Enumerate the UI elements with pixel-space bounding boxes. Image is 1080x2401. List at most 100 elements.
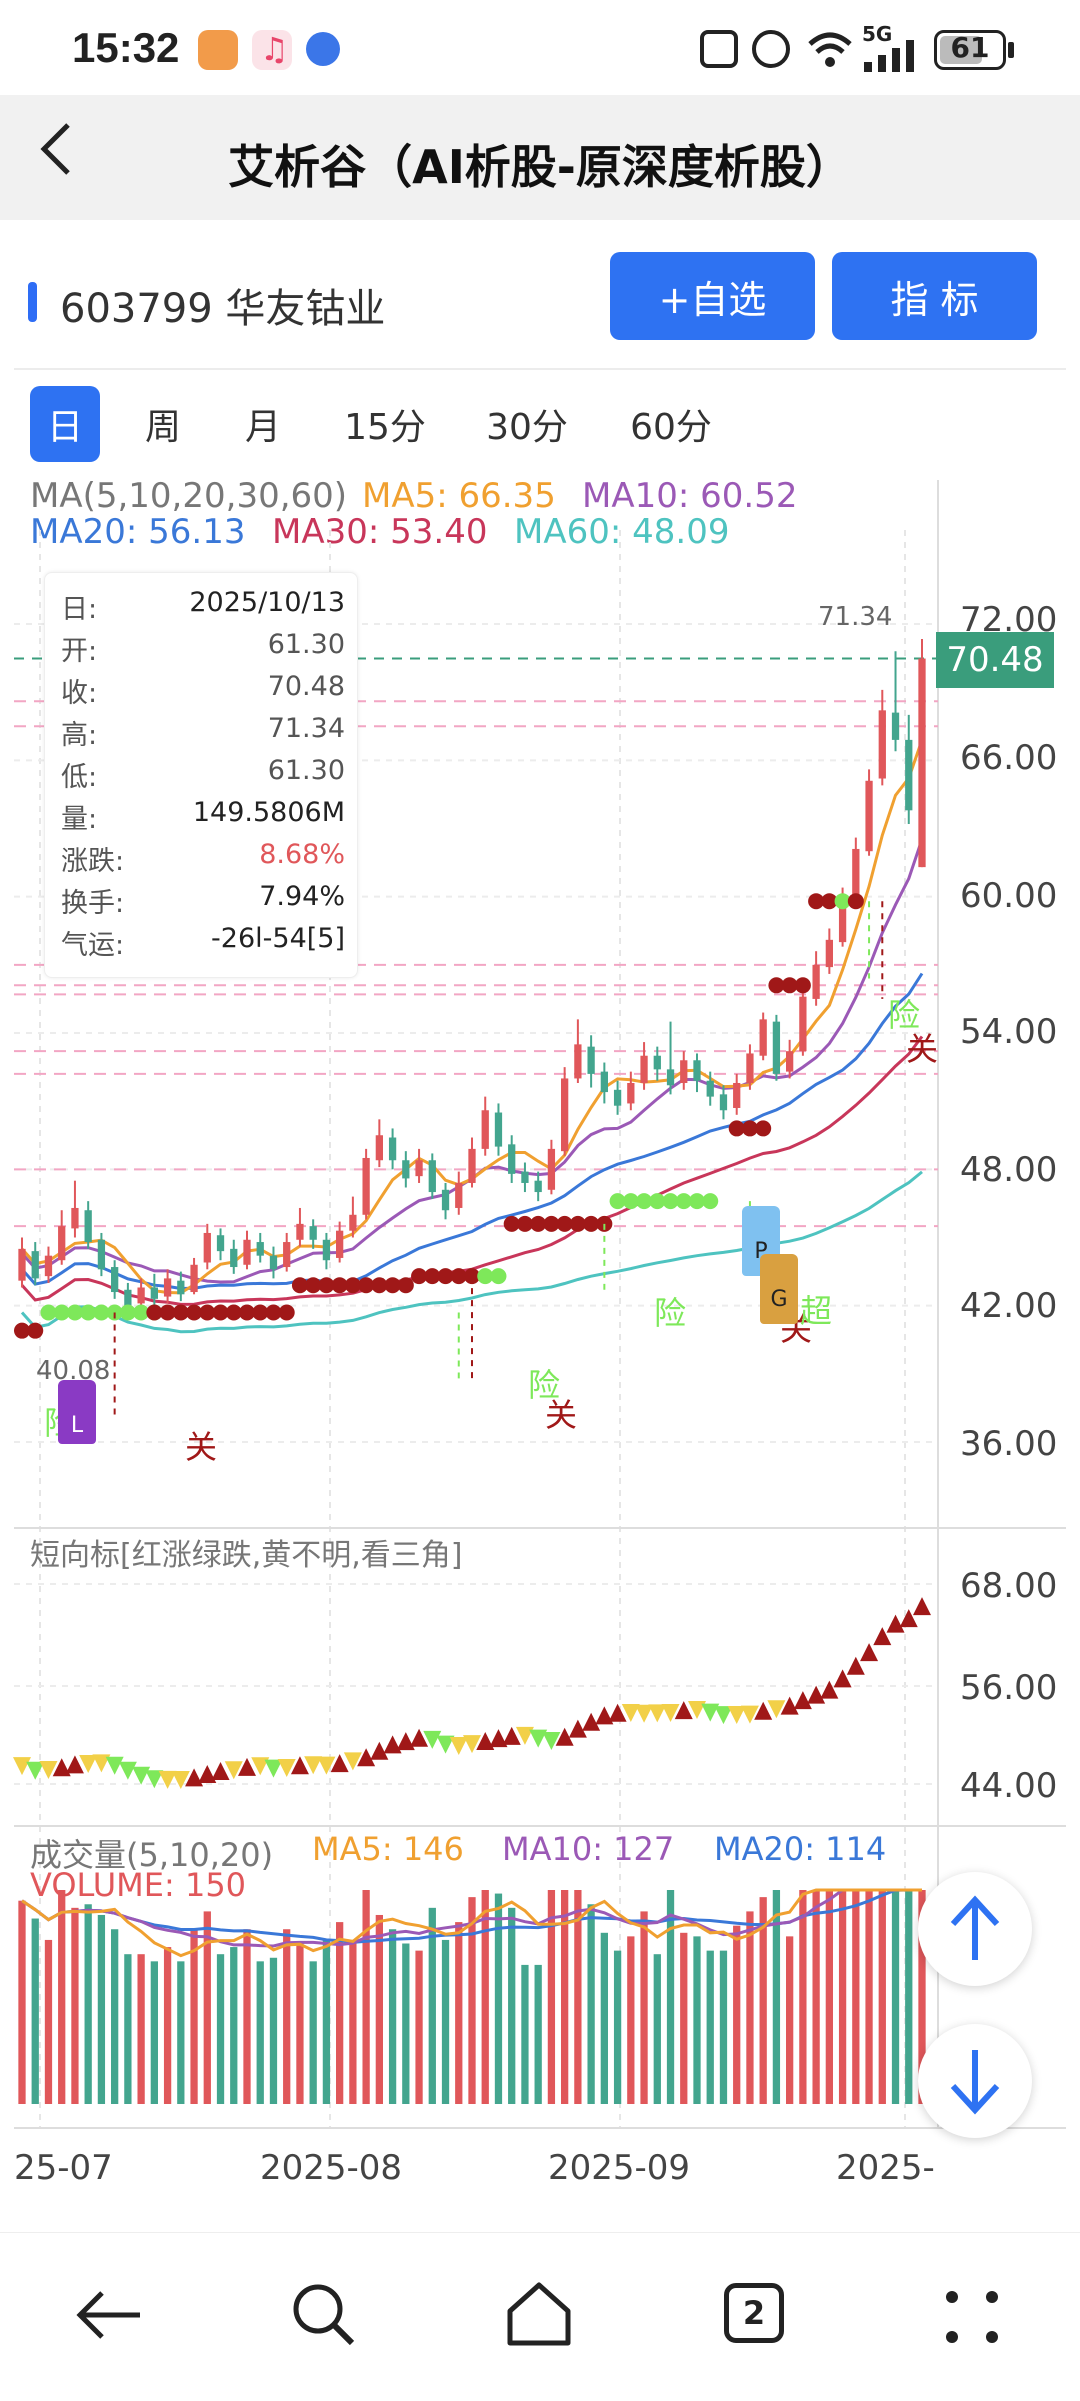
short-triangle	[555, 1727, 574, 1746]
volume-bar	[891, 1890, 900, 2104]
arrow-down-icon	[950, 2050, 1000, 2115]
volume-bar	[230, 1947, 238, 2104]
scroll-up-button[interactable]	[918, 1872, 1032, 1986]
sell-dot	[265, 1304, 282, 1321]
sell-dot	[781, 977, 798, 994]
candle-body	[878, 710, 886, 779]
signal-chao: 超	[800, 1292, 833, 1330]
candle-body	[124, 1289, 132, 1306]
add-watchlist-button[interactable]: +自选	[610, 252, 815, 340]
volume-bar	[706, 1950, 714, 2104]
tab-60min[interactable]: 60分	[630, 407, 712, 448]
volume-bar	[508, 1907, 516, 2104]
candle-body	[865, 780, 873, 852]
kline-chart[interactable]	[0, 470, 1080, 2200]
sell-dot	[384, 1277, 401, 1294]
home-icon[interactable]	[504, 2279, 574, 2349]
short-triangle	[886, 1614, 905, 1633]
short-triangle	[502, 1726, 521, 1745]
candle-body	[44, 1255, 53, 1277]
status-bar: 15:32 ♫ 5G 61	[0, 0, 1080, 95]
candle-body	[786, 1051, 794, 1072]
price-tick-66: 66.00	[960, 738, 1058, 778]
candle-body	[296, 1223, 304, 1240]
tab-week[interactable]: 周	[144, 407, 181, 448]
price-tick-60: 60.00	[960, 876, 1058, 916]
search-icon[interactable]	[290, 2281, 356, 2347]
back-button[interactable]	[36, 117, 76, 197]
short-triangle	[780, 1696, 799, 1715]
candle-body	[441, 1189, 450, 1211]
volume-bar	[97, 1914, 106, 2104]
short-triangle	[476, 1732, 495, 1750]
stock-accent-bar	[28, 282, 37, 322]
sell-dot	[516, 1215, 533, 1232]
ma60-legend: MA60: 48.09	[514, 512, 730, 552]
short-triangle	[807, 1685, 826, 1704]
volume-bar	[309, 1961, 317, 2104]
short-triangle	[132, 1766, 151, 1785]
short-triangle	[396, 1732, 415, 1751]
tab-30min[interactable]: 30分	[486, 407, 568, 448]
candle-body	[71, 1207, 79, 1229]
tabs-count-button[interactable]: 2	[724, 2283, 784, 2343]
candle-body	[256, 1242, 264, 1256]
current-price-tag: 70.48	[936, 632, 1054, 688]
candle-body	[58, 1226, 66, 1261]
sell-dot	[212, 1304, 229, 1321]
short-triangle	[39, 1760, 58, 1779]
candle-body	[733, 1082, 741, 1108]
volume-bar	[666, 1890, 675, 2104]
volume-bar	[375, 1914, 383, 2104]
info-row-turnover: 换手: 7.94%	[61, 881, 345, 919]
risk-dot	[662, 1193, 679, 1210]
sell-dot	[755, 1120, 772, 1137]
short-triangle	[449, 1737, 468, 1755]
volume-bar	[243, 1929, 251, 2104]
short-triangle	[290, 1756, 309, 1775]
short-triangle	[224, 1761, 243, 1780]
x-label-aug: 2025-08	[260, 2148, 403, 2188]
volume-bar	[362, 1890, 370, 2104]
short-triangle	[13, 1757, 31, 1776]
candle-body	[521, 1171, 529, 1183]
short-triangle	[383, 1735, 402, 1754]
candle-body	[547, 1148, 556, 1190]
short-triangle	[688, 1701, 706, 1719]
tab-15min[interactable]: 15分	[344, 407, 426, 448]
sell-dot	[239, 1304, 255, 1321]
browser-icon	[304, 30, 344, 70]
sell-dot	[318, 1277, 335, 1294]
short-triangle	[515, 1726, 534, 1745]
candle-body	[825, 939, 833, 968]
volume-bar	[58, 1890, 66, 2104]
chevron-left-icon	[40, 123, 70, 175]
short-triangle	[701, 1703, 720, 1722]
battery-level: 61	[950, 31, 990, 64]
marker-G[interactable]: G	[760, 1254, 798, 1324]
indicator-button[interactable]: 指 标	[832, 252, 1037, 340]
sell-dot	[344, 1277, 361, 1294]
short-triangle	[661, 1704, 680, 1722]
menu-dots-icon[interactable]	[944, 2289, 1000, 2345]
short-triangle	[410, 1728, 429, 1747]
ma10-legend: MA10: 60.52	[582, 476, 798, 516]
short-triangle	[674, 1701, 693, 1720]
volume-bar	[428, 1907, 436, 2104]
back-arrow-icon[interactable]	[74, 2285, 144, 2345]
short-triangle	[330, 1754, 349, 1773]
tab-month[interactable]: 月	[244, 407, 281, 448]
short-triangle	[727, 1706, 746, 1724]
scroll-down-button[interactable]	[918, 2024, 1032, 2138]
risk-dot	[636, 1193, 653, 1210]
candle-body	[230, 1248, 238, 1268]
marker-L[interactable]: L	[58, 1380, 96, 1444]
short-indicator-title: 短向标[红涨绿跌,黄不明,看三角]	[30, 1538, 463, 1573]
risk-dot	[119, 1304, 136, 1321]
short-triangle	[621, 1704, 640, 1722]
sell-dot	[331, 1277, 348, 1294]
price-tick-54: 54.00	[960, 1012, 1058, 1052]
tab-day[interactable]: 日	[30, 386, 100, 462]
short-triangle	[899, 1609, 918, 1628]
volume-bar	[18, 1900, 26, 2104]
